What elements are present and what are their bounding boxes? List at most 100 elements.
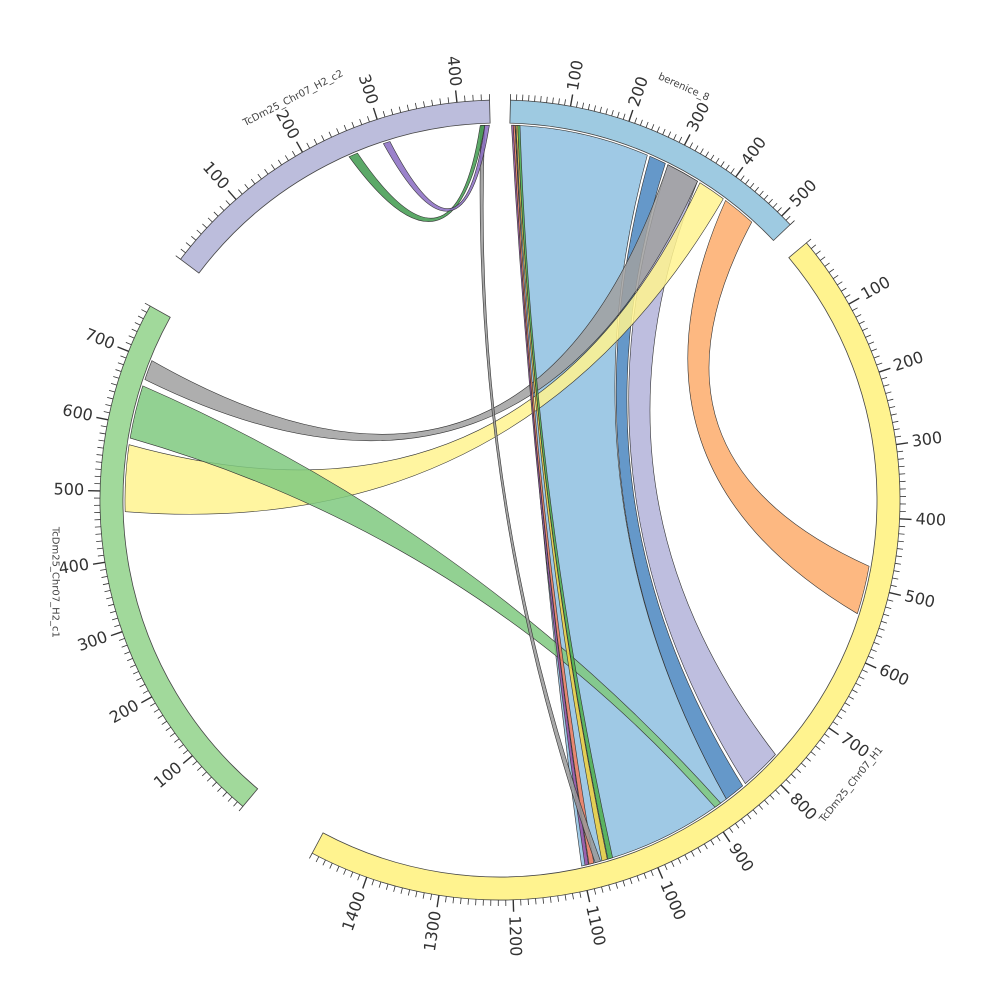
minor-tick <box>101 576 108 578</box>
tick-label: 800 <box>786 789 821 824</box>
minor-tick <box>110 383 117 386</box>
major-tick <box>586 890 591 903</box>
minor-tick <box>98 439 105 442</box>
minor-tick <box>238 189 243 195</box>
minor-tick <box>746 814 752 820</box>
minor-tick <box>844 294 851 298</box>
minor-tick <box>832 275 839 280</box>
minor-tick <box>862 327 868 331</box>
link-ribbon <box>348 124 486 222</box>
minor-tick <box>400 887 403 894</box>
major-tick <box>182 755 193 764</box>
minor-tick <box>196 229 202 235</box>
tick-label: 300 <box>75 627 110 655</box>
minor-tick <box>120 355 127 359</box>
minor-tick <box>108 390 115 393</box>
minor-tick <box>815 250 821 255</box>
minor-tick <box>250 178 256 185</box>
major-tick <box>372 107 378 120</box>
minor-tick <box>95 533 102 535</box>
minor-tick <box>868 655 874 659</box>
minor-tick <box>858 676 865 680</box>
minor-tick <box>106 596 113 600</box>
minor-tick <box>752 809 758 815</box>
minor-tick <box>852 307 858 311</box>
minor-tick <box>740 175 745 181</box>
minor-tick <box>97 554 104 557</box>
tick-label: 300 <box>355 72 382 107</box>
minor-tick <box>103 411 110 414</box>
minor-tick <box>890 413 897 416</box>
minor-tick <box>264 169 269 175</box>
link-ribbon <box>144 164 698 442</box>
minor-tick <box>840 708 847 713</box>
minor-tick <box>422 892 425 899</box>
minor-tick <box>806 238 812 244</box>
tick-label: 400 <box>443 55 465 87</box>
minor-tick <box>100 568 107 571</box>
minor-tick <box>694 145 699 151</box>
minor-tick <box>139 683 146 688</box>
minor-tick <box>710 154 715 161</box>
minor-tick <box>873 642 880 645</box>
minor-tick <box>107 603 114 607</box>
minor-tick <box>764 799 769 805</box>
minor-tick <box>897 450 904 453</box>
minor-tick <box>460 898 462 905</box>
segment-TcDm25_Chr07_H2_c2 <box>179 99 491 274</box>
minor-tick <box>885 606 892 609</box>
minor-tick <box>351 121 355 128</box>
link-ribbon <box>129 385 722 808</box>
minor-tick <box>700 148 704 154</box>
minor-tick <box>564 894 567 901</box>
minor-tick <box>703 843 708 850</box>
minor-tick <box>367 116 370 123</box>
segment-TcDm25_Chr07_H2_c1 <box>99 305 259 807</box>
minor-tick <box>113 376 120 379</box>
minor-tick <box>213 211 219 217</box>
minor-tick <box>572 893 574 900</box>
tick-label: 1200 <box>505 915 525 956</box>
major-tick <box>628 109 634 122</box>
minor-tick <box>837 281 843 286</box>
minor-tick <box>858 320 865 325</box>
segment-label: TcDm25_Chr07_H1 <box>817 745 885 826</box>
minor-tick <box>107 397 114 400</box>
minor-tick <box>95 461 102 463</box>
minor-tick <box>447 97 450 104</box>
minor-tick <box>730 168 735 174</box>
minor-tick <box>898 465 905 468</box>
minor-tick <box>881 376 888 380</box>
minor-tick <box>238 806 244 812</box>
minor-tick <box>885 391 892 394</box>
minor-tick <box>636 875 640 882</box>
minor-tick <box>678 136 683 143</box>
minor-tick <box>219 205 225 211</box>
minor-tick <box>464 95 466 102</box>
major-tick <box>899 518 912 521</box>
tick-label: 200 <box>106 696 142 728</box>
minor-tick <box>115 369 122 372</box>
minor-tick <box>343 124 347 131</box>
minor-tick <box>393 885 396 892</box>
major-tick <box>683 134 691 146</box>
minor-tick <box>207 217 213 223</box>
minor-tick <box>775 789 780 795</box>
minor-tick <box>705 151 709 158</box>
minor-tick <box>96 547 103 550</box>
link-ribbon <box>517 125 613 860</box>
minor-tick <box>870 648 877 652</box>
major-tick <box>864 662 877 669</box>
minor-tick <box>629 878 633 885</box>
minor-tick <box>182 749 189 755</box>
minor-tick <box>445 896 447 903</box>
minor-tick <box>292 150 296 157</box>
minor-tick <box>99 432 106 435</box>
minor-tick <box>617 111 620 118</box>
minor-tick <box>810 244 817 249</box>
minor-tick <box>114 624 121 628</box>
minor-tick <box>754 186 759 192</box>
minor-tick <box>871 348 877 352</box>
major-tick <box>657 867 664 879</box>
minor-tick <box>768 198 773 204</box>
